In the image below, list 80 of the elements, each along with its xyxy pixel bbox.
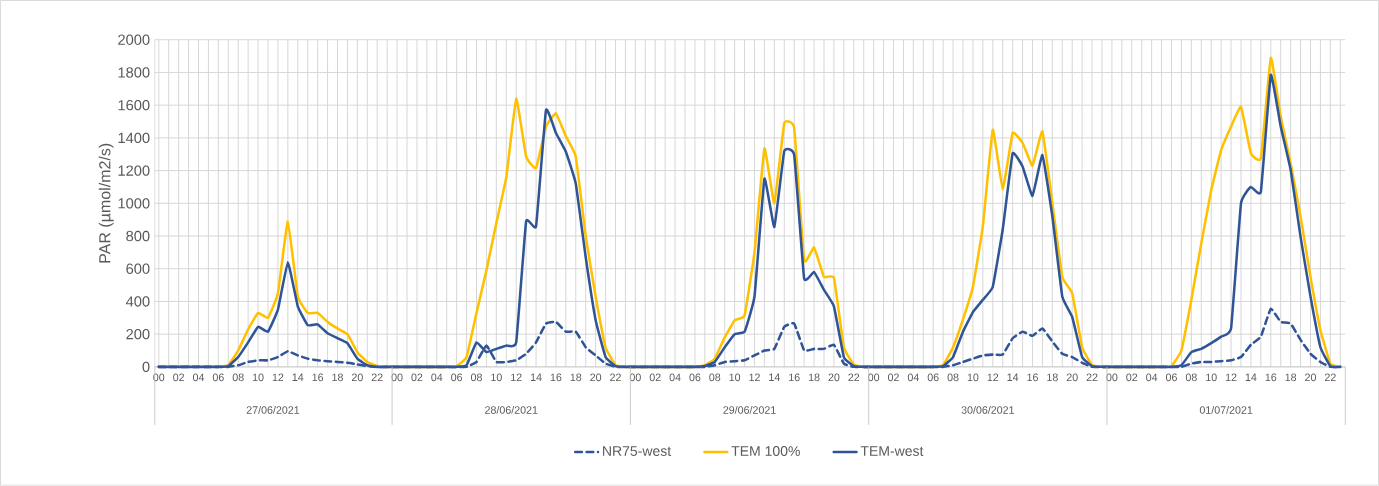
y-tick-label: 0 xyxy=(142,361,150,373)
x-tick-label: 08 xyxy=(947,373,959,382)
text: 01/07/2021 xyxy=(1199,406,1253,414)
x-tick-label: 08 xyxy=(1185,373,1197,382)
x-tick-label: 22 xyxy=(610,373,621,382)
x-tick-label: 18 xyxy=(1285,373,1297,382)
x-tick-label: 06 xyxy=(1165,373,1177,382)
x-tick-label: 14 xyxy=(1245,373,1257,382)
x-tick-label: 16 xyxy=(312,373,324,382)
x-tick-label: 12 xyxy=(1225,373,1237,382)
x-tick-label: 04 xyxy=(1146,373,1158,382)
x-tick-label: 20 xyxy=(1305,373,1317,382)
y-tick-label: 1800 xyxy=(118,67,150,78)
x-tick-label: 20 xyxy=(828,373,840,382)
x-tick-label: 02 xyxy=(411,373,423,382)
x-tick-label: 02 xyxy=(649,373,661,382)
x-tick-label: 16 xyxy=(789,373,800,382)
x-tick-label: 00 xyxy=(1106,373,1118,382)
x-tick-label: 06 xyxy=(212,373,224,382)
x-tick-label: 02 xyxy=(887,373,899,382)
x-tick-label: 12 xyxy=(749,373,760,382)
x-tick-label: 12 xyxy=(987,373,999,382)
x-tick-label: 20 xyxy=(590,373,602,382)
x-tick-label: 22 xyxy=(1324,373,1336,382)
x-tick-label: 00 xyxy=(153,373,165,382)
x-tick-label: 10 xyxy=(491,373,502,382)
x-tick-label: 14 xyxy=(530,373,542,382)
x-tick-label: 04 xyxy=(669,373,681,382)
legend-label: TEM-west xyxy=(860,446,924,457)
x-tick-label: 00 xyxy=(629,373,641,382)
x-tick-label: 16 xyxy=(1027,373,1038,382)
legend-label: NR75-west xyxy=(603,446,672,457)
x-tick-label: 08 xyxy=(470,373,482,382)
x-tick-label: 10 xyxy=(252,373,264,382)
y-tick-label: 1600 xyxy=(118,100,150,111)
x-tick-label: 10 xyxy=(1206,373,1217,382)
x-tick-label: 18 xyxy=(332,373,343,382)
x-tick-label: 08 xyxy=(232,373,244,382)
x-tick-label: 20 xyxy=(1066,373,1078,382)
x-tick-label: 12 xyxy=(511,373,522,382)
x-tick-label: 00 xyxy=(868,373,880,382)
x-tick-label: 04 xyxy=(907,373,919,382)
x-tick-label: 02 xyxy=(1126,373,1138,382)
x-tick-label: 22 xyxy=(1086,373,1098,382)
y-tick-label: 1200 xyxy=(118,165,150,176)
y-tick-label: 600 xyxy=(126,263,150,275)
y-tick-label: 400 xyxy=(125,296,150,307)
x-tick-label: 02 xyxy=(173,373,185,382)
x-tick-label: 20 xyxy=(351,373,363,382)
text: 28/06/2021 xyxy=(485,406,538,414)
x-tick-label: 06 xyxy=(689,373,701,382)
x-tick-label: 14 xyxy=(769,373,780,382)
y-tick-label: 200 xyxy=(126,329,150,340)
x-tick-label: 22 xyxy=(371,373,383,382)
y-tick-label: 1400 xyxy=(118,132,150,144)
y-tick-label: 800 xyxy=(126,231,150,242)
x-tick-label: 06 xyxy=(927,373,939,382)
text: 30/06/2021 xyxy=(961,406,1014,414)
x-tick-label: 14 xyxy=(1007,373,1019,382)
x-tick-label: 10 xyxy=(729,373,741,382)
x-tick-label: 16 xyxy=(1265,373,1277,382)
x-tick-label: 22 xyxy=(848,373,860,382)
x-tick-label: 18 xyxy=(570,373,582,382)
x-tick-label: 16 xyxy=(550,373,562,382)
x-tick-label: 06 xyxy=(451,373,463,382)
x-tick-label: 14 xyxy=(292,373,304,382)
x-tick-label: 04 xyxy=(192,373,205,382)
x-tick-label: 10 xyxy=(967,373,979,382)
x-tick-label: 18 xyxy=(1047,373,1058,382)
legend-label: TEM 100% xyxy=(731,446,800,457)
x-tick-label: 18 xyxy=(808,373,820,382)
x-tick-label: 12 xyxy=(272,373,284,382)
x-tick-label: 04 xyxy=(431,373,443,382)
x-tick-label: 00 xyxy=(391,373,403,382)
y-axis-title: PAR (µmol/m2/s) xyxy=(98,144,114,263)
y-tick-label: 1000 xyxy=(118,198,150,209)
text: 29/06/2021 xyxy=(723,406,776,414)
x-tick-label: 08 xyxy=(709,373,721,382)
text: 27/06/2021 xyxy=(246,406,300,414)
y-tick-label: 2000 xyxy=(118,34,150,46)
